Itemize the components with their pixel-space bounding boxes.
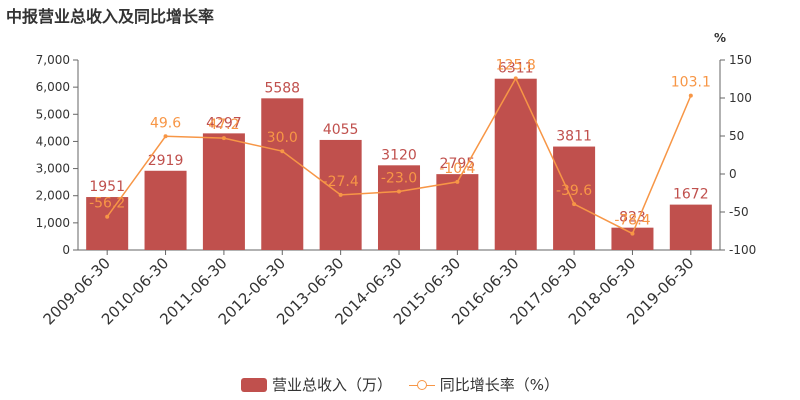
growth-value-label: -23.0 xyxy=(381,170,417,186)
bar xyxy=(261,98,304,250)
growth-value-label: 103.1 xyxy=(671,75,711,91)
growth-point xyxy=(455,179,460,184)
right-tick-label: 100 xyxy=(729,91,752,105)
bar-value-label: 6311 xyxy=(498,61,534,77)
growth-value-label: 30.0 xyxy=(267,130,298,146)
left-tick-label: 4,000 xyxy=(36,134,70,148)
growth-value-label: 49.6 xyxy=(150,115,181,131)
growth-point xyxy=(221,136,226,141)
bar-value-label: 1672 xyxy=(673,187,709,203)
growth-value-label: -39.6 xyxy=(556,183,592,199)
left-tick-label: 0 xyxy=(62,243,70,257)
bar xyxy=(611,227,654,250)
bar xyxy=(144,170,187,250)
bar xyxy=(436,174,479,250)
growth-point xyxy=(572,202,577,207)
bar-value-label: 4297 xyxy=(206,115,242,131)
bar xyxy=(377,165,421,250)
legend-label-growth: 同比增长率（%） xyxy=(439,376,560,394)
left-tick-label: 5,000 xyxy=(36,107,70,121)
legend-bar-swatch xyxy=(240,377,267,392)
chart-title: 中报营业总收入及同比增长率 xyxy=(6,7,215,26)
left-tick-label: 7,000 xyxy=(36,53,70,67)
growth-point xyxy=(105,214,110,219)
bar xyxy=(86,197,129,250)
bar-value-label: 2919 xyxy=(148,153,184,169)
left-tick-label: 3,000 xyxy=(36,162,70,176)
growth-value-label: 47.2 xyxy=(208,117,239,133)
growth-point xyxy=(163,134,168,139)
bar-value-label: 4055 xyxy=(323,122,359,138)
legend-item-revenue[interactable]: 营业总收入（万） xyxy=(240,374,392,395)
bar-value-label: 1951 xyxy=(89,179,125,195)
legend-line-swatch xyxy=(408,378,435,392)
growth-value-label: 125.8 xyxy=(496,57,536,73)
growth-point xyxy=(630,231,635,236)
bar xyxy=(669,204,712,250)
bar-value-label: 2795 xyxy=(440,156,476,172)
bar-value-label: 3811 xyxy=(556,129,592,145)
growth-value-label: -78.4 xyxy=(614,213,650,229)
chart-canvas: 0 1,000 2,000 3,000 4,000 5,000 6,000 7,000 -100… xyxy=(36,31,757,328)
bar xyxy=(553,146,596,250)
growth-point xyxy=(513,76,518,81)
right-tick-label: -100 xyxy=(729,243,756,257)
legend-label-revenue: 营业总收入（万） xyxy=(271,376,392,394)
bar xyxy=(202,133,245,250)
right-axis-unit: % xyxy=(714,31,726,45)
growth-point xyxy=(338,192,343,197)
right-tick-label: 50 xyxy=(729,129,744,143)
growth-point xyxy=(280,149,285,154)
growth-point xyxy=(688,93,693,98)
growth-point xyxy=(397,189,401,194)
bar-value-label: 823 xyxy=(619,210,646,226)
right-tick-label: 150 xyxy=(729,53,752,67)
left-tick-label: 6,000 xyxy=(36,80,70,94)
right-tick-label: 0 xyxy=(729,167,737,181)
bar-value-label: 3120 xyxy=(381,147,417,163)
growth-value-label: -27.4 xyxy=(323,174,359,190)
growth-value-label: -56.2 xyxy=(89,196,125,212)
bar-value-label: 5588 xyxy=(264,80,300,96)
legend: 营业总收入（万） 同比增长率（%） xyxy=(0,374,800,396)
right-tick-label: -50 xyxy=(729,205,749,219)
growth-value-label: -10.4 xyxy=(439,161,475,177)
legend-item-growth[interactable]: 同比增长率（%） xyxy=(408,374,560,395)
left-tick-label: 2,000 xyxy=(36,189,70,203)
left-tick-label: 1,000 xyxy=(36,216,70,230)
